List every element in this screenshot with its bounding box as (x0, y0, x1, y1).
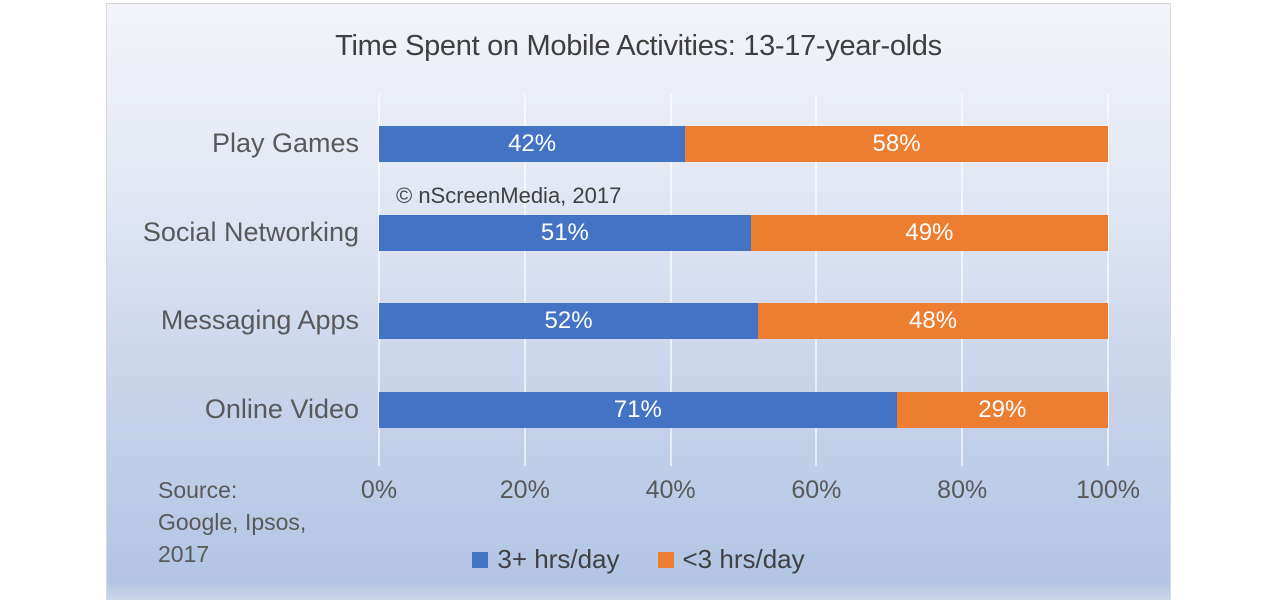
bar-segment: 71% (379, 392, 897, 429)
bar-value-label: 52% (544, 307, 593, 335)
x-tick-label: 0% (360, 476, 398, 504)
bar-segment: 48% (758, 303, 1108, 340)
source-note: Source: Google, Ipsos, 2017 (158, 474, 306, 570)
chart-title: Time Spent on Mobile Activities: 13-17-y… (335, 30, 942, 62)
gridline (669, 94, 672, 466)
x-tick-label: 80% (937, 476, 988, 504)
source-line: Source: (158, 477, 238, 503)
x-tick-label: 100% (1076, 476, 1140, 504)
gridline (815, 94, 818, 466)
x-tick-label: 20% (499, 476, 550, 504)
source-line: 2017 (158, 541, 210, 567)
bar-value-label: 49% (905, 218, 954, 246)
bar-row: 52% 48% (379, 303, 1108, 340)
bar-value-label: 51% (540, 218, 589, 246)
bar-value-label: 42% (508, 130, 557, 157)
bar-segment: 58% (685, 126, 1108, 162)
bar-segment: 29% (896, 392, 1108, 429)
bar-value-label: 71% (613, 396, 662, 424)
bar-row: 42% 58% (379, 126, 1108, 162)
bar-segment: 51% (379, 214, 751, 251)
category-label: Online Video (204, 394, 359, 425)
source-line: Google, Ipsos, (158, 509, 307, 535)
plot-area: 42% 58% 51% 49% 52% 48% 71% 29% (378, 94, 1109, 466)
legend-item: 3+ hrs/day (472, 544, 620, 575)
x-tick-label: 40% (645, 476, 696, 504)
category-label: Social Networking (142, 216, 359, 247)
category-label: Messaging Apps (160, 305, 359, 336)
bar-value-label: 58% (872, 130, 921, 157)
stacked-bar-chart: Time Spent on Mobile Activities: 13-17-y… (106, 3, 1171, 600)
bar-value-label: 29% (978, 396, 1027, 424)
legend-label: <3 hrs/day (682, 544, 805, 574)
bar-segment: 49% (750, 214, 1108, 251)
bar-row: 71% 29% (379, 392, 1108, 429)
copyright-annotation: © nScreenMedia, 2017 (396, 183, 622, 208)
bar-value-label: 48% (909, 307, 958, 335)
gridline (378, 94, 380, 466)
bar-segment: 42% (379, 126, 686, 162)
legend-swatch-icon (657, 551, 674, 568)
bar-segment: 52% (379, 303, 759, 340)
legend-item: <3 hrs/day (657, 544, 805, 575)
legend-label: 3+ hrs/day (497, 544, 620, 574)
category-label: Play Games (211, 128, 359, 158)
x-tick-label: 60% (791, 476, 842, 504)
gridline (961, 94, 964, 466)
legend: 3+ hrs/day <3 hrs/day (107, 544, 1170, 575)
bar-row: 51% 49% (379, 214, 1108, 251)
gridline (523, 94, 526, 466)
gridline (1107, 94, 1109, 466)
legend-swatch-icon (472, 551, 489, 568)
